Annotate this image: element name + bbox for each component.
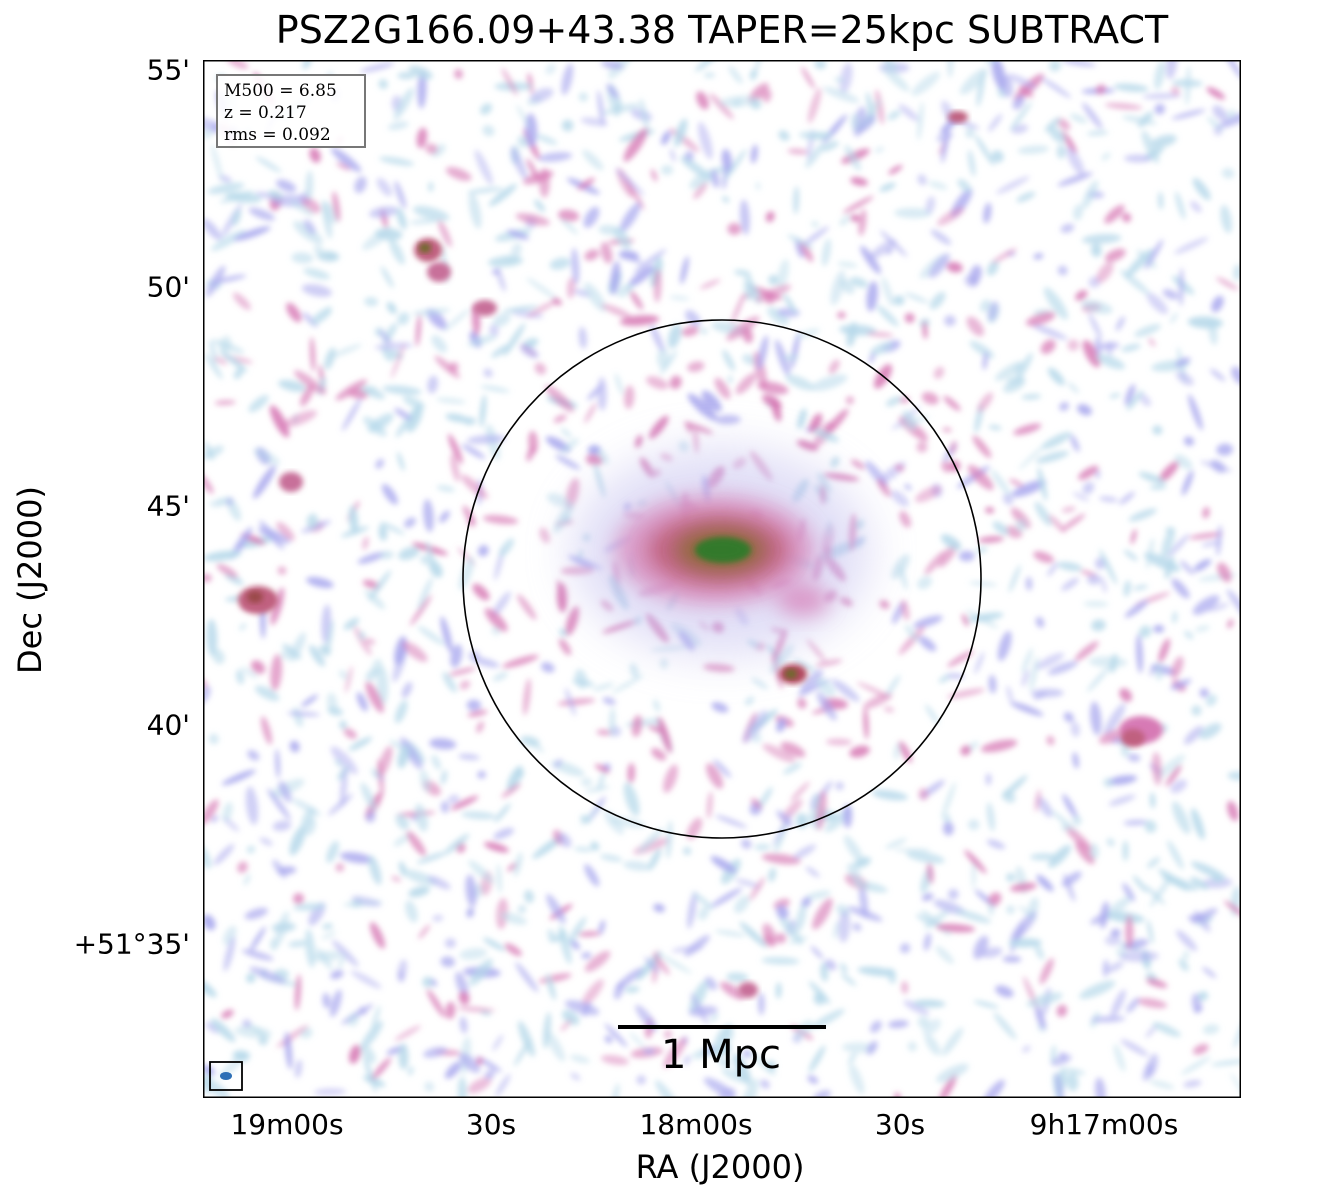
x-tick-label: 19m00s bbox=[230, 1108, 344, 1141]
y-tick-label: +51°35' bbox=[73, 927, 190, 961]
m500-label: M500 = 6.85 bbox=[224, 81, 337, 101]
x-tick-label: 30s bbox=[465, 1108, 517, 1141]
x-tick-label: 9h17m00s bbox=[1029, 1108, 1179, 1141]
cluster-emission bbox=[571, 447, 871, 657]
radio-image bbox=[189, 46, 1255, 1112]
r500-circle bbox=[462, 319, 982, 839]
plot-frame bbox=[203, 60, 1241, 1098]
y-tick-label: 55' bbox=[146, 53, 190, 87]
scalebar-label: 1 Mpc bbox=[660, 1032, 782, 1078]
y-tick-label: 45' bbox=[146, 489, 190, 523]
rms-label: rms = 0.092 bbox=[224, 125, 331, 145]
x-tick-label: 30s bbox=[874, 1108, 926, 1141]
x-tick-label: 18m00s bbox=[639, 1108, 753, 1141]
y-tick-label: 50' bbox=[146, 270, 190, 304]
y-axis-label: Dec (J2000) bbox=[11, 486, 49, 674]
redshift-label: z = 0.217 bbox=[224, 103, 307, 123]
point-sources bbox=[238, 111, 1163, 998]
y-tick-label: 40' bbox=[146, 708, 190, 742]
beam-box bbox=[209, 1061, 243, 1091]
radio-image-panel bbox=[189, 46, 1255, 1112]
figure-title: PSZ2G166.09+43.38 TAPER=25kpc SUBTRACT bbox=[275, 8, 1169, 52]
x-axis-label: RA (J2000) bbox=[635, 1148, 805, 1186]
beam-ellipse bbox=[220, 1072, 232, 1080]
info-box: M500 = 6.85 z = 0.217 rms = 0.092 bbox=[216, 74, 366, 148]
